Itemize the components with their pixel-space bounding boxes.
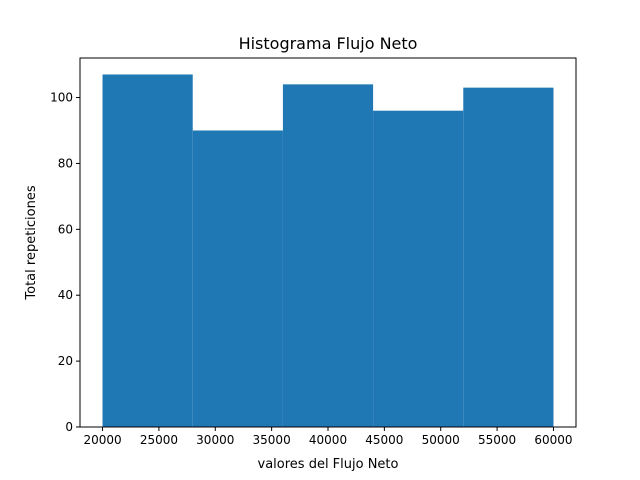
x-tick-label: 25000	[140, 433, 178, 447]
x-tick-label: 40000	[309, 433, 347, 447]
histogram-bar-5	[463, 87, 554, 427]
histogram-bar-4	[373, 110, 464, 427]
x-tick-label: 55000	[478, 433, 516, 447]
x-tick-label: 30000	[196, 433, 234, 447]
x-tick-label: 60000	[534, 433, 572, 447]
y-tick-label: 20	[58, 354, 73, 368]
y-tick-label: 100	[50, 91, 73, 105]
axes-frame	[79, 57, 577, 428]
chart-title: Histograma Flujo Neto	[239, 34, 418, 53]
y-axis-label: Total repeticiones	[24, 185, 39, 300]
x-tick-label: 50000	[422, 433, 460, 447]
bars-group	[102, 74, 554, 428]
y-tick-label: 40	[58, 288, 73, 302]
histogram-bar-2	[192, 130, 283, 427]
histogram-bar-3	[282, 84, 374, 427]
y-tick-label: 80	[58, 156, 73, 170]
y-tick-label: 60	[58, 222, 73, 236]
y-ticks-group: 0 20 40 60 80 100	[50, 91, 80, 434]
y-tick-label: 0	[65, 420, 73, 434]
x-tick-label: 45000	[365, 433, 403, 447]
x-ticks-group: 20000 25000 30000 35000 40000 45000 50000 55000…	[83, 427, 573, 447]
x-axis-label: valores del Flujo Neto	[258, 457, 399, 472]
histogram-bar-1	[102, 74, 193, 428]
x-tick-label: 20000	[83, 433, 121, 447]
x-tick-label: 35000	[253, 433, 291, 447]
